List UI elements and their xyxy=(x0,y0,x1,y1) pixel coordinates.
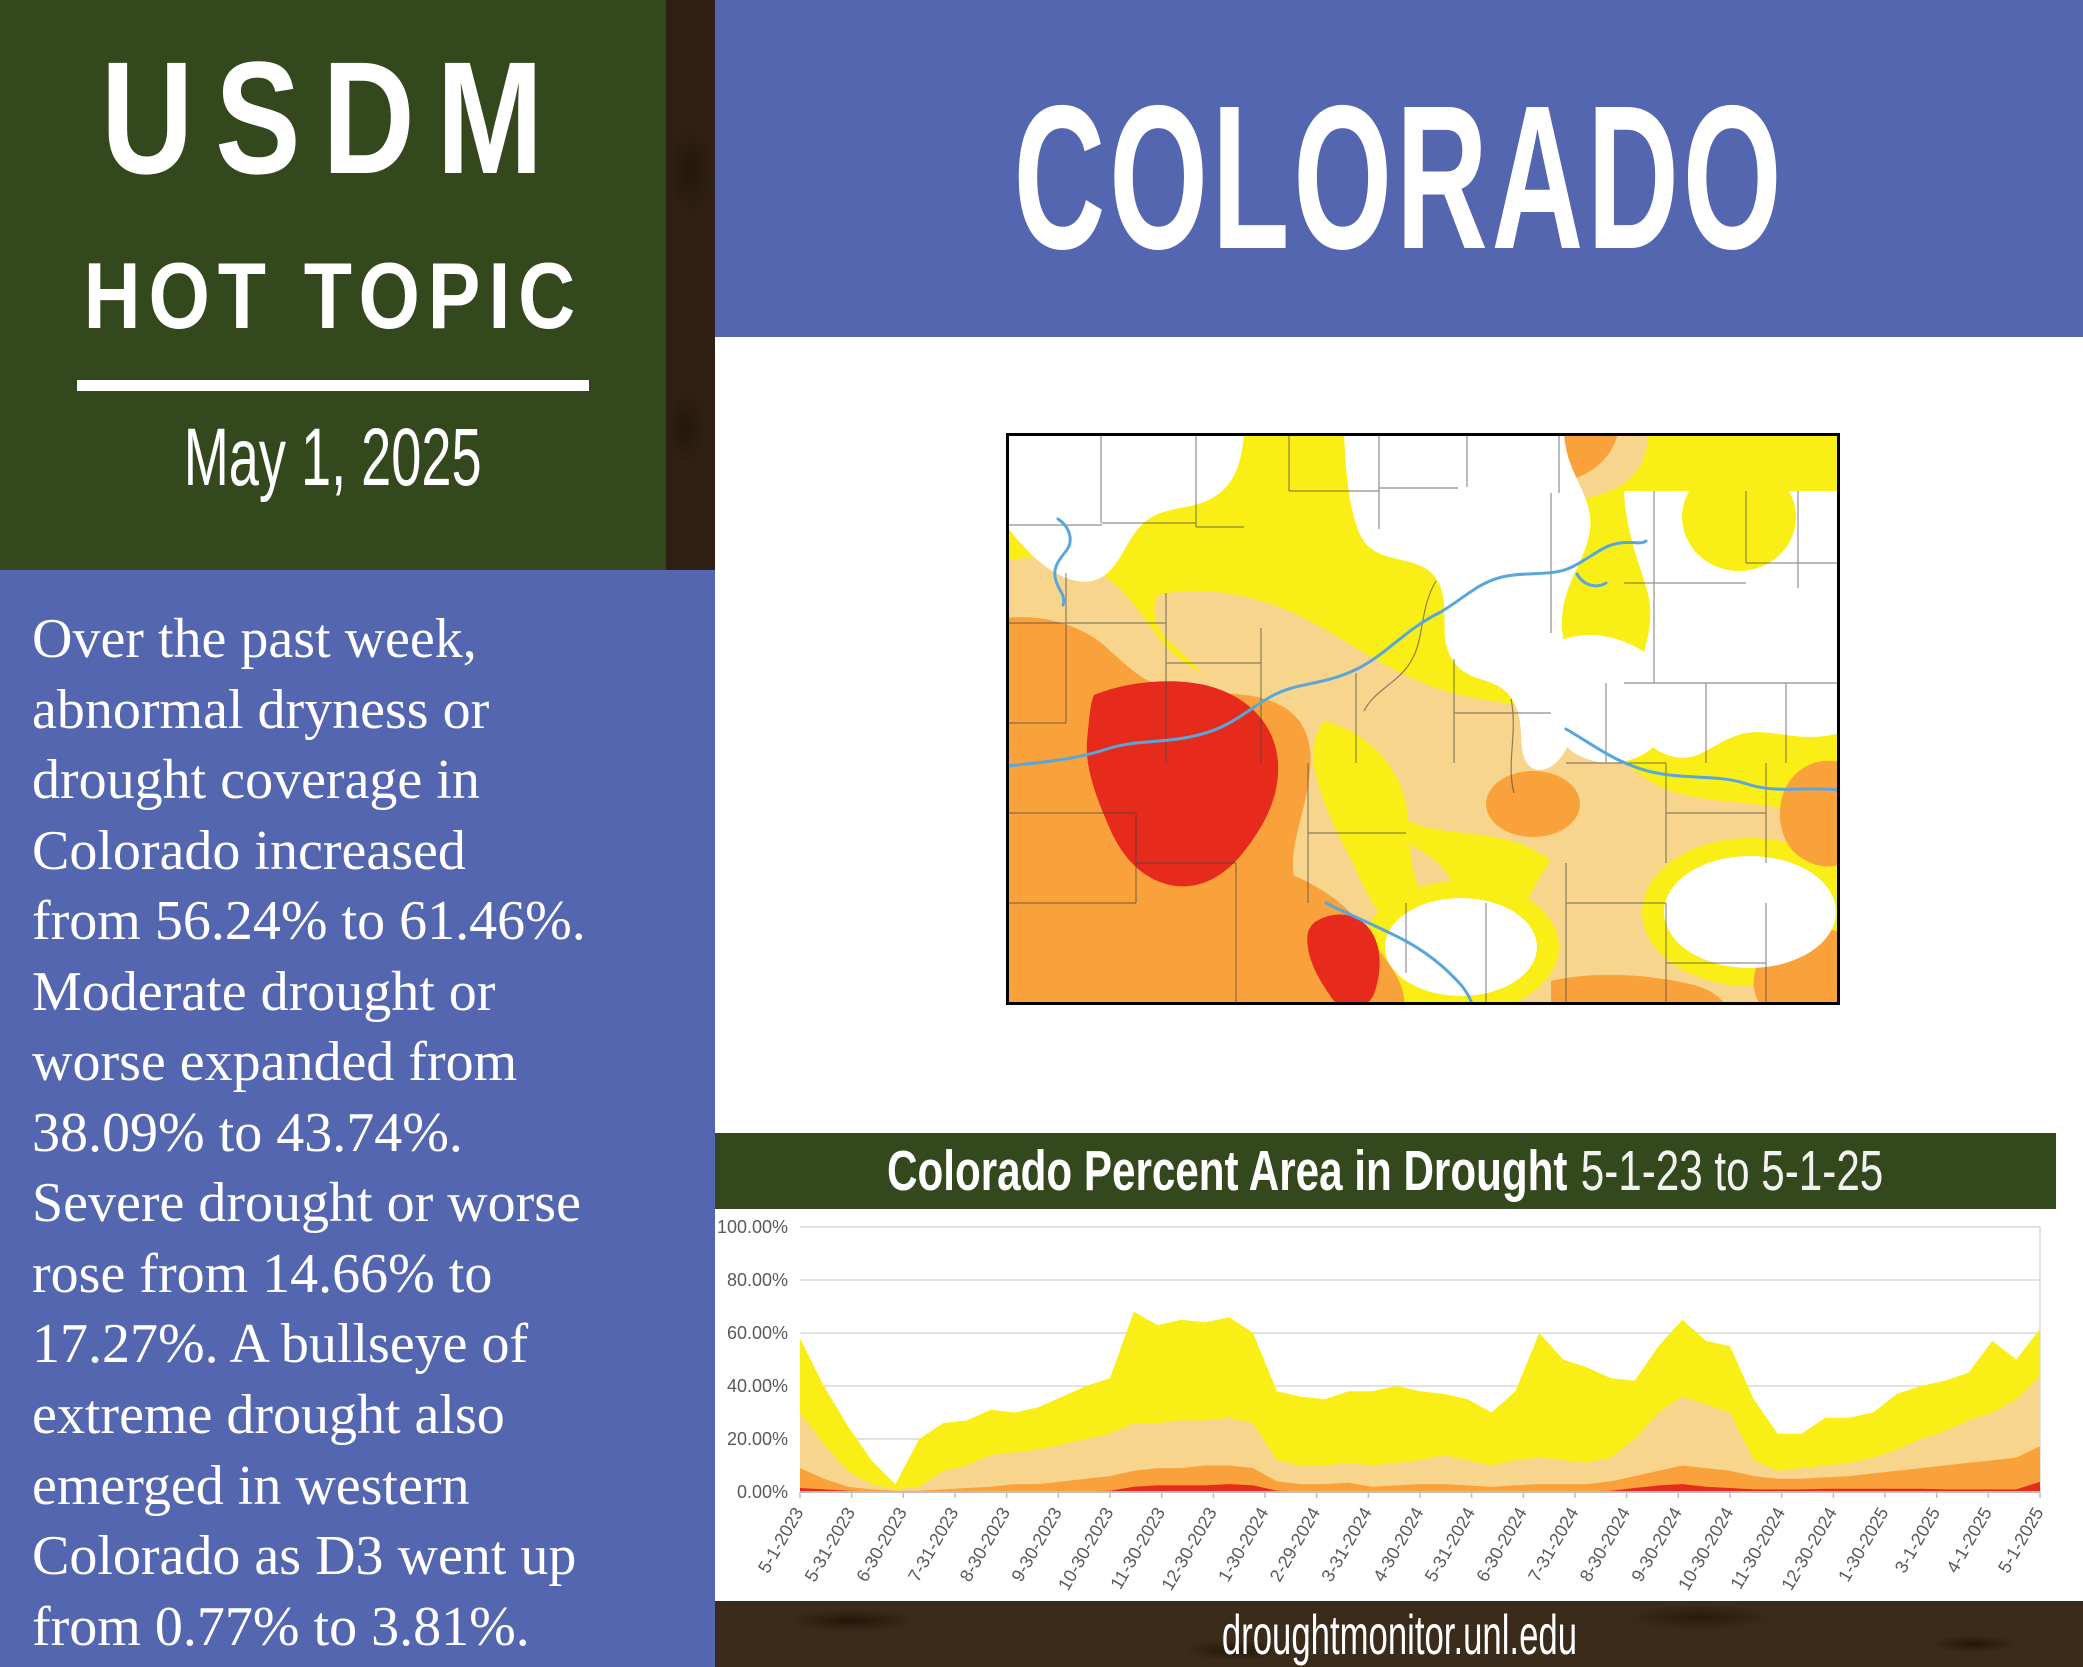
x-axis-label: 6-30-2023 xyxy=(852,1504,910,1585)
right-panel: COLORADO xyxy=(715,0,2083,1667)
x-axis-label: 5-31-2024 xyxy=(1421,1504,1479,1585)
y-axis-label: 0.00% xyxy=(737,1482,788,1502)
x-axis-label: 8-30-2023 xyxy=(956,1504,1014,1585)
colorado-drought-map xyxy=(1006,433,1840,1005)
y-axis-label: 20.00% xyxy=(727,1429,788,1449)
chart-title: Colorado Percent Area in Drought 5-1-23 … xyxy=(887,1138,1883,1204)
brown-spine-divider xyxy=(666,0,715,570)
x-axis-label: 1-30-2025 xyxy=(1834,1504,1892,1585)
issue-date: May 1, 2025 xyxy=(184,412,482,503)
x-axis-label: 5-1-2025 xyxy=(1994,1504,2047,1576)
map-no-drought-areas xyxy=(1006,433,1840,996)
x-axis-label: 9-30-2024 xyxy=(1627,1504,1685,1585)
x-axis-label: 7-31-2023 xyxy=(904,1504,962,1585)
x-axis-label: 4-1-2025 xyxy=(1942,1504,1995,1576)
x-axis-label: 5-1-2023 xyxy=(754,1504,807,1576)
x-axis-label: 1-30-2024 xyxy=(1214,1504,1272,1585)
x-axis-label: 8-30-2024 xyxy=(1576,1504,1634,1585)
summary-paragraph: Over the past week, abnormal dryness or … xyxy=(32,608,586,1658)
map-rivers xyxy=(1006,517,1840,1005)
brand-title: USDM xyxy=(101,28,565,207)
divider-rule xyxy=(77,380,589,391)
chart-title-main: Colorado Percent Area in Drought xyxy=(887,1139,1568,1203)
x-axis-label: 6-30-2024 xyxy=(1472,1504,1530,1585)
drought-timeseries-chart: 100.00%80.00%60.00%40.00%20.00%0.00%5-1-… xyxy=(717,1217,2048,1594)
x-axis-label: 3-1-2025 xyxy=(1891,1504,1944,1576)
area-series xyxy=(800,1446,2040,1492)
x-axis-label: 7-31-2024 xyxy=(1524,1504,1582,1585)
y-axis-label: 60.00% xyxy=(727,1323,788,1343)
x-axis-label: 3-31-2024 xyxy=(1317,1504,1375,1585)
map-d3-layer xyxy=(1086,681,1380,1005)
map-d0-ne-blob xyxy=(1682,463,1796,571)
x-axis-label: 5-31-2023 xyxy=(801,1504,859,1585)
area-series xyxy=(800,1481,2040,1492)
state-title: COLORADO xyxy=(1013,62,1785,292)
area-series xyxy=(800,1376,2040,1492)
y-axis-label: 80.00% xyxy=(727,1270,788,1290)
footer-url: droughtmonitor.unl.edu xyxy=(1221,1602,1577,1666)
x-axis-label: 4-30-2024 xyxy=(1369,1504,1427,1585)
y-axis-label: 100.00% xyxy=(717,1217,788,1237)
chart-title-daterange: 5-1-23 to 5-1-25 xyxy=(1581,1139,1884,1203)
brand-subtitle: HOT TOPIC xyxy=(83,243,583,348)
x-axis-label: 2-29-2024 xyxy=(1266,1504,1324,1585)
state-border xyxy=(1006,433,1840,1005)
left-panel: USDM HOT TOPIC May 1, 2025 Over the past… xyxy=(0,0,715,1667)
brand-header-box: USDM HOT TOPIC May 1, 2025 xyxy=(0,0,666,570)
x-axis-label: 9-30-2023 xyxy=(1007,1504,1065,1585)
chart-title-bar: Colorado Percent Area in Drought 5-1-23 … xyxy=(715,1133,2056,1209)
state-header: COLORADO xyxy=(715,0,2083,337)
footer-bar: droughtmonitor.unl.edu xyxy=(715,1601,2083,1667)
map-county-lines xyxy=(1006,433,1840,1005)
y-axis-label: 40.00% xyxy=(727,1376,788,1396)
drought-map-area xyxy=(715,337,2083,1133)
chart-area: 100.00% 80.00% 60.00% 40.00% 20.00% 0.00% 5-1-… xyxy=(715,1209,2083,1601)
